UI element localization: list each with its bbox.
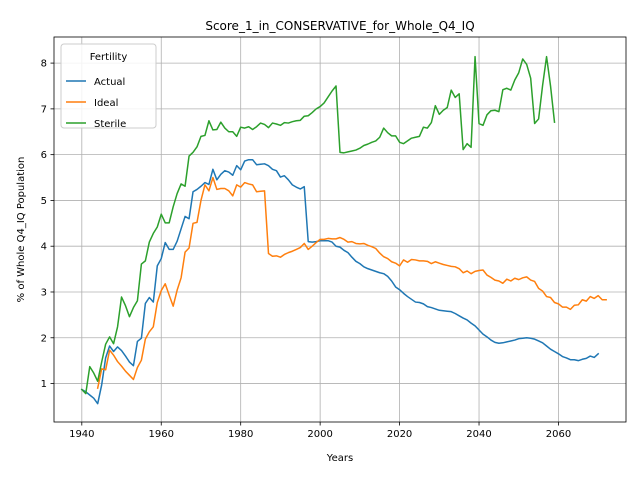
x-tick-label: 2000 <box>307 429 332 440</box>
x-axis-label: Years <box>326 453 353 464</box>
series-line-sterile <box>80 55 556 395</box>
grid-lines <box>54 37 626 422</box>
y-tick-label: 3 <box>41 287 47 298</box>
y-tick-label: 5 <box>41 196 47 207</box>
x-tick-label: 1940 <box>69 429 94 440</box>
series-layer <box>80 55 607 405</box>
legend-title: Fertility <box>90 52 128 63</box>
y-tick-label: 6 <box>41 150 47 161</box>
legend: Fertility Actual Ideal Sterile <box>60 43 157 130</box>
x-tick-label: 1960 <box>149 429 174 440</box>
x-tick-label: 1980 <box>228 429 253 440</box>
x-tick-label: 2040 <box>466 429 491 440</box>
legend-label-sterile: Sterile <box>94 119 126 130</box>
legend-label-actual: Actual <box>94 77 125 88</box>
y-tick-label: 1 <box>41 379 47 390</box>
legend-box <box>60 43 157 129</box>
y-tick-label: 8 <box>41 59 47 70</box>
series-line-ideal <box>96 176 607 390</box>
legend-items: Actual Ideal Sterile <box>66 77 126 130</box>
x-tick-label: 2020 <box>387 429 412 440</box>
plot-frame <box>53 36 627 423</box>
x-axis-ticks: 1940 1960 1980 2000 2020 2040 2060 <box>69 422 571 440</box>
legend-label-ideal: Ideal <box>94 98 118 109</box>
y-tick-label: 4 <box>41 242 47 253</box>
chart-title: Score_1_in_CONSERVATIVE_for_Whole_Q4_IQ <box>205 19 474 33</box>
y-axis-ticks: 1 2 3 4 5 6 7 8 <box>41 59 54 390</box>
y-axis-label: % of Whole Q4_IQ Population <box>16 157 27 303</box>
series-line-actual <box>80 158 600 405</box>
x-tick-label: 2060 <box>546 429 571 440</box>
y-tick-label: 2 <box>41 333 47 344</box>
y-tick-label: 7 <box>41 104 47 115</box>
